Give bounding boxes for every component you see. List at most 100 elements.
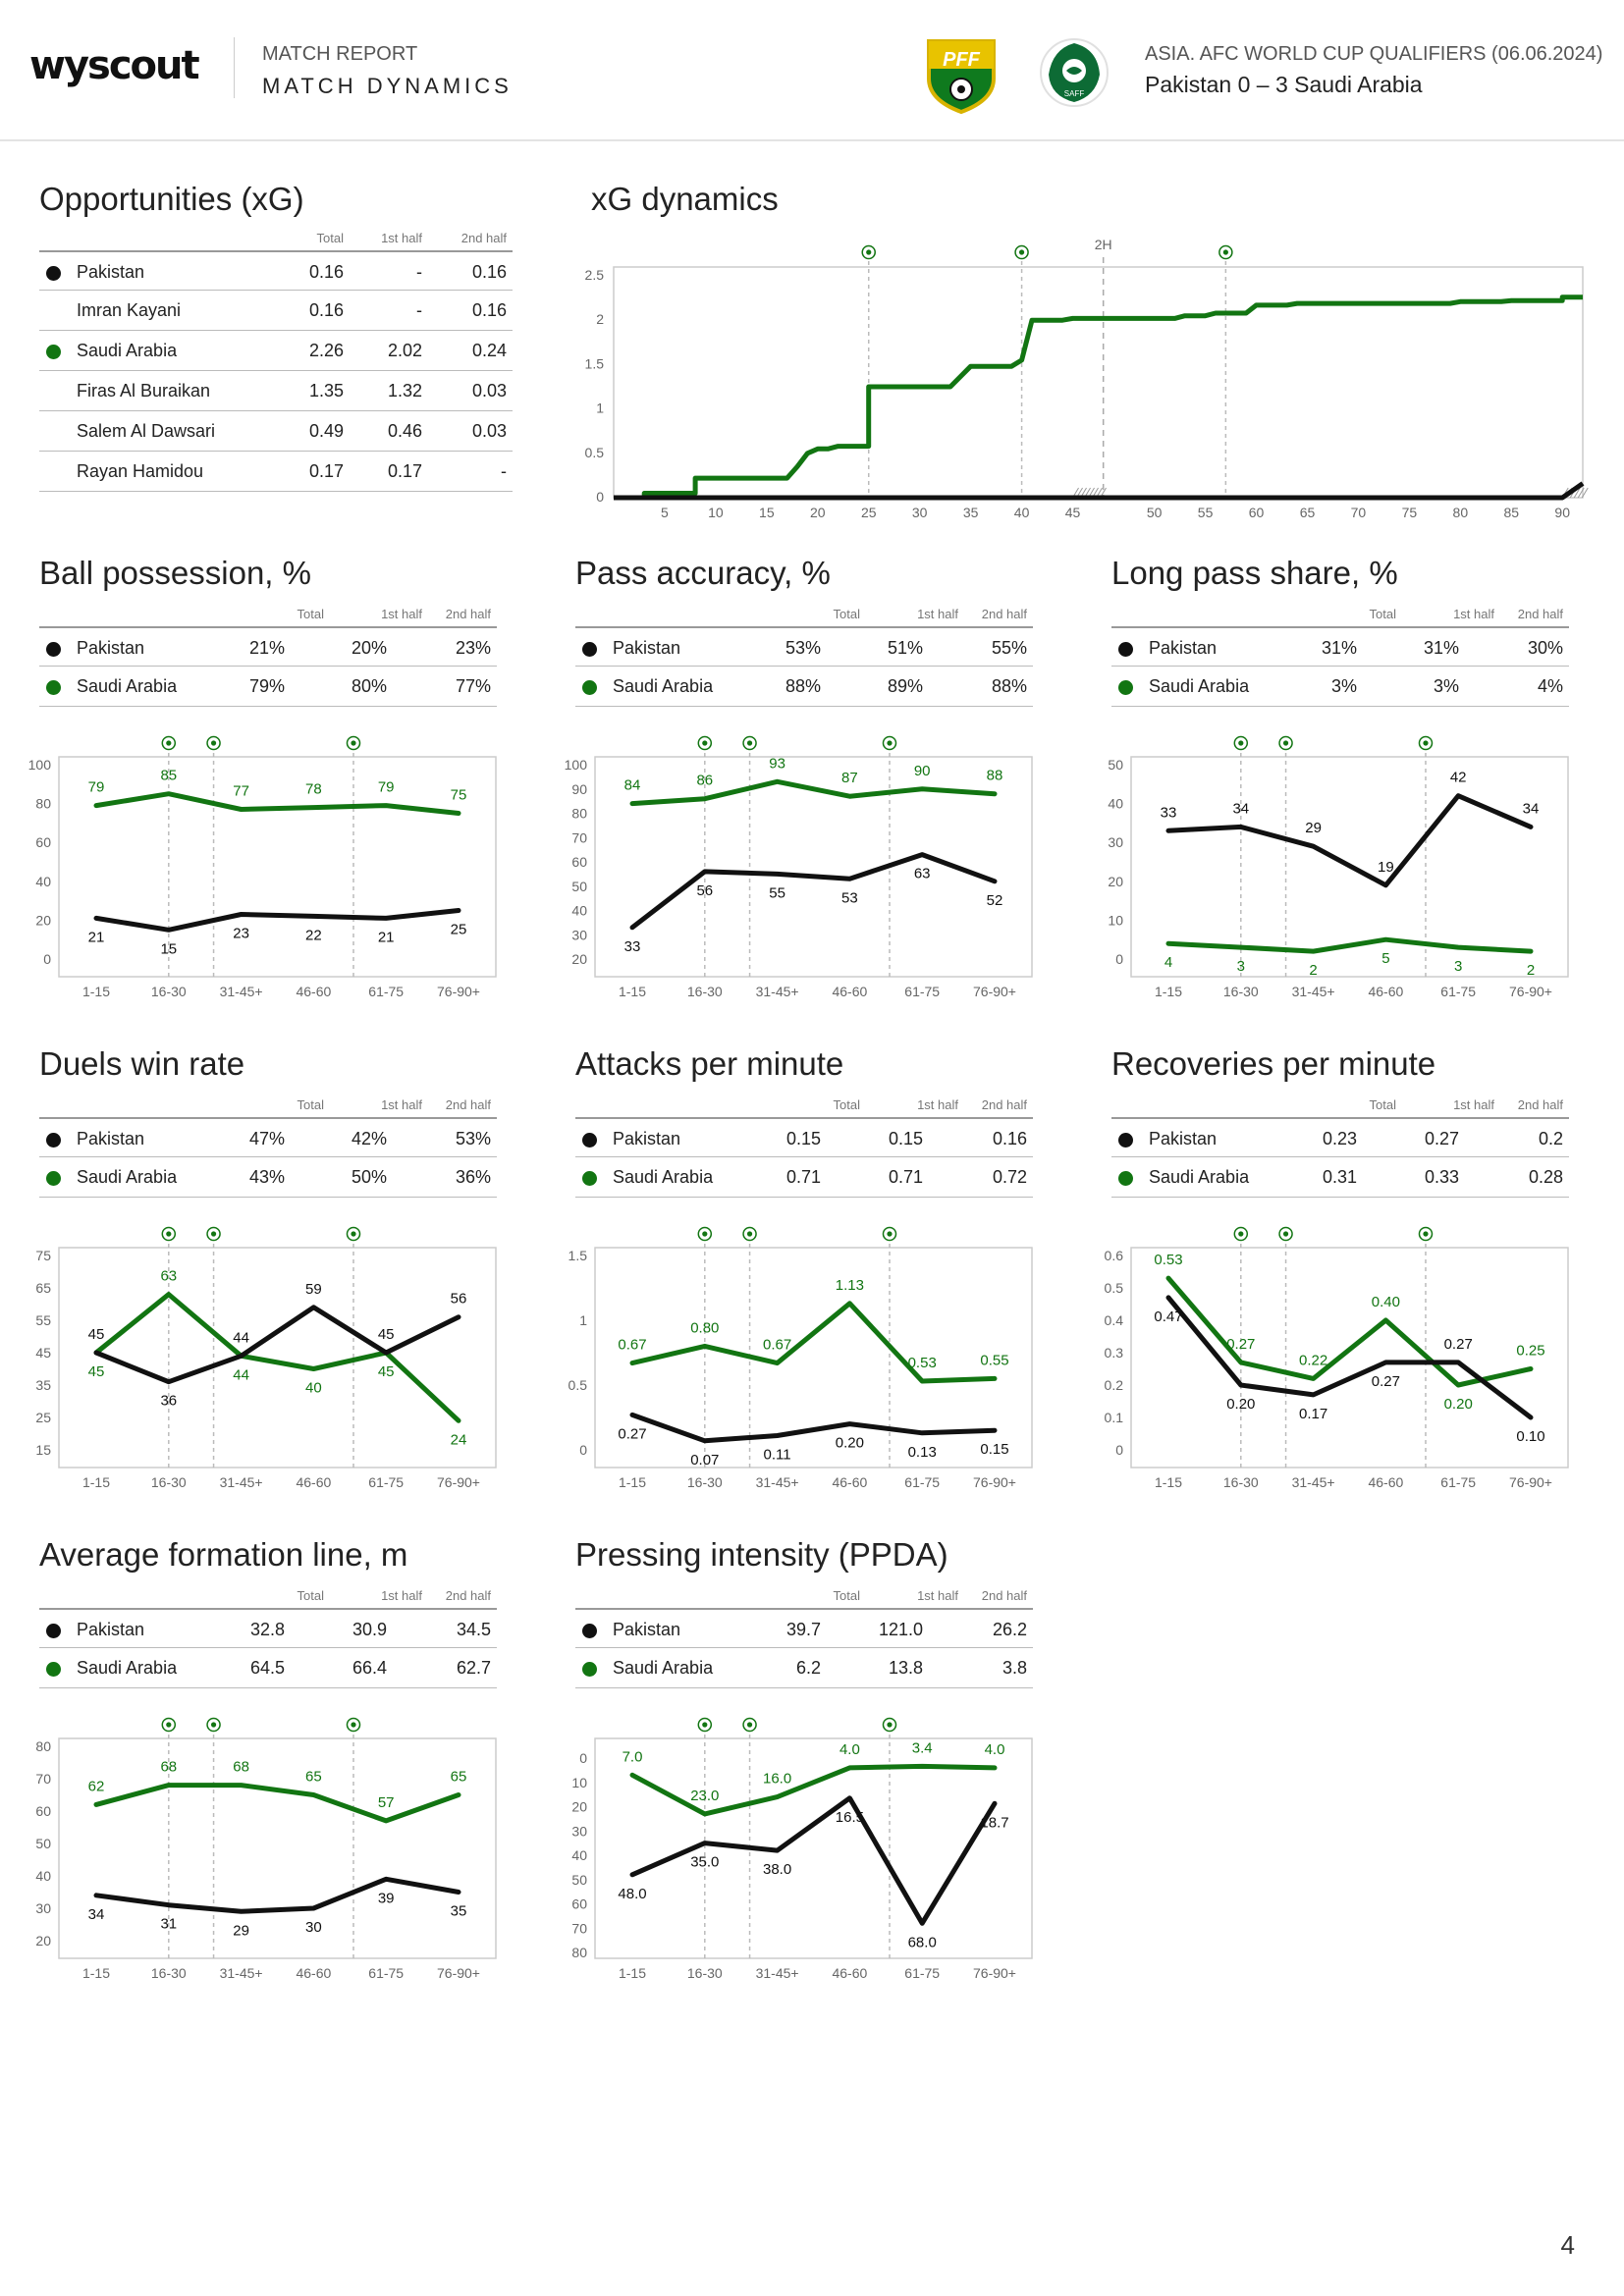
x-tick-label: 10 [708, 505, 724, 520]
y-tick-label: 0.3 [1105, 1345, 1124, 1361]
team-name: Saudi Arabia [1149, 676, 1250, 696]
pakistan-line [93, 1876, 461, 1914]
data-label: 16.5 [836, 1809, 864, 1826]
data-label: 52 [987, 892, 1003, 909]
value-total: 64.5 [249, 1658, 285, 1678]
value-second-half: 0.03 [471, 421, 507, 441]
data-label: 79 [88, 779, 105, 796]
value-second-half: 55% [991, 638, 1027, 658]
saudi-line [629, 1763, 998, 1817]
value-first-half: 30.9 [352, 1620, 387, 1639]
xg-table: Total 1st half 2nd half Pakistan 0.16 - 0.1… [39, 231, 513, 506]
y-tick-label: 50 [571, 1872, 587, 1888]
y-tick-label: 30 [1108, 834, 1123, 850]
x-tick-label: 16-30 [687, 1965, 723, 1981]
pass_accuracy-chart: 20 30 40 50 60 70 80 90 100 1-15 16-30 31-45+ 46-60 6… [565, 735, 1033, 999]
data-label: 0.20 [1226, 1396, 1255, 1413]
data-label: 3.4 [912, 1739, 933, 1756]
data-label: 33 [1161, 804, 1177, 821]
x-tick-label: 70 [1351, 505, 1367, 520]
value-second-half: 88% [991, 676, 1027, 696]
team-name: Pakistan [77, 262, 145, 282]
col-first-half: 1st half [381, 1097, 422, 1112]
x-tick-label: 76-90+ [973, 1474, 1016, 1490]
data-label: 22 [305, 927, 322, 943]
table-row: Saudi Arabia 0.71 0.71 0.72 [575, 1157, 1033, 1198]
value-total: 0.71 [785, 1167, 821, 1187]
table-row: Saudi Arabia 6.2 13.8 3.8 [575, 1648, 1033, 1688]
x-tick-label: 46-60 [296, 1474, 331, 1490]
x-tick-label: 31-45+ [220, 984, 263, 999]
col-total: Total [316, 231, 344, 245]
x-tick-label: 16-30 [151, 984, 187, 999]
y-tick-label: 30 [35, 1900, 51, 1916]
saudi-xg-line [614, 294, 1583, 501]
value-second-half: 4% [1537, 676, 1563, 696]
y-tick-label: 10 [571, 1775, 587, 1790]
team-name: Saudi Arabia [77, 1658, 178, 1678]
goal-ball-icon [861, 244, 876, 260]
x-tick-label: 61-75 [1440, 1474, 1476, 1490]
data-label: 0.15 [980, 1441, 1008, 1458]
x-tick-label: 80 [1453, 505, 1469, 520]
value-second-half: 0.28 [1528, 1167, 1563, 1187]
value-total: 21% [248, 638, 285, 658]
data-label: 4.0 [839, 1741, 860, 1758]
value-first-half: 1.32 [387, 381, 422, 400]
data-label: 33 [624, 938, 641, 955]
table-row: Pakistan 39.7 121.0 26.2 [575, 1608, 1033, 1648]
table-row: Pakistan 31% 31% 30% [1111, 626, 1569, 667]
value-total: 2.26 [308, 341, 344, 360]
y-tick-label: 55 [35, 1312, 51, 1328]
long_pass-summary-table: Total 1st half 2nd half Pakistan 31% 31% 30% Sa… [1111, 607, 1569, 715]
value-first-half: 66.4 [352, 1658, 387, 1678]
page-number: 4 [1560, 2230, 1575, 2260]
team-name: Saudi Arabia [77, 341, 178, 360]
col-first-half: 1st half [1453, 607, 1494, 621]
team-name: Pakistan [77, 638, 145, 658]
y-tick-label: 0.4 [1105, 1312, 1124, 1328]
y-tick-label: 80 [35, 1738, 51, 1754]
value-first-half: 3% [1433, 676, 1459, 696]
y-tick-label: 90 [571, 781, 587, 797]
y-tick-label: 0 [579, 1750, 587, 1766]
data-label: 68 [233, 1759, 249, 1776]
saudi-line [93, 1292, 461, 1423]
goal-ball-icon [206, 1717, 221, 1733]
value-second-half: 0.16 [471, 262, 507, 282]
data-label: 65 [451, 1769, 467, 1786]
possession-summary-table: Total 1st half 2nd half Pakistan 21% 20% 23% Sa… [39, 607, 497, 715]
data-label: 45 [378, 1363, 395, 1380]
table-row: Pakistan 32.8 30.9 34.5 [39, 1608, 497, 1648]
col-first-half: 1st half [381, 1588, 422, 1603]
value-first-half: 2.02 [387, 341, 422, 360]
col-first-half: 1st half [917, 1097, 958, 1112]
pakistan-line [629, 1795, 998, 1926]
data-label: 0.67 [618, 1337, 646, 1354]
y-tick-label: 60 [571, 1896, 587, 1912]
data-label: 53 [841, 889, 858, 906]
value-first-half: 51% [887, 638, 923, 658]
report-header: wyscout MATCH REPORT MATCH DYNAMICS PFF … [0, 0, 1624, 141]
y-tick-label: 20 [1108, 874, 1123, 889]
team-name: Firas Al Buraikan [77, 381, 211, 400]
data-label: 65 [305, 1769, 322, 1786]
header-divider [234, 37, 235, 98]
y-tick-label: 0.1 [1105, 1410, 1124, 1425]
goal-ball-icon [206, 1226, 221, 1242]
data-label: 0.25 [1516, 1343, 1544, 1360]
data-label: 31 [160, 1916, 177, 1933]
goal-ball-icon [1218, 244, 1233, 260]
goal-ball-icon [1278, 735, 1293, 751]
x-tick-label: 76-90+ [1509, 1474, 1552, 1490]
col-total: Total [1369, 1097, 1396, 1112]
team-name: Pakistan [613, 638, 681, 658]
data-label: 68 [160, 1759, 177, 1776]
data-label: 56 [696, 882, 713, 899]
duels-summary-table: Total 1st half 2nd half Pakistan 47% 42% 53% Sa… [39, 1097, 497, 1205]
y-tick-label: 50 [1108, 757, 1123, 773]
col-total: Total [1369, 607, 1396, 621]
data-label: 0.20 [1444, 1396, 1473, 1413]
y-tick-label: 0.5 [585, 445, 605, 460]
value-first-half: 0.17 [387, 461, 422, 481]
